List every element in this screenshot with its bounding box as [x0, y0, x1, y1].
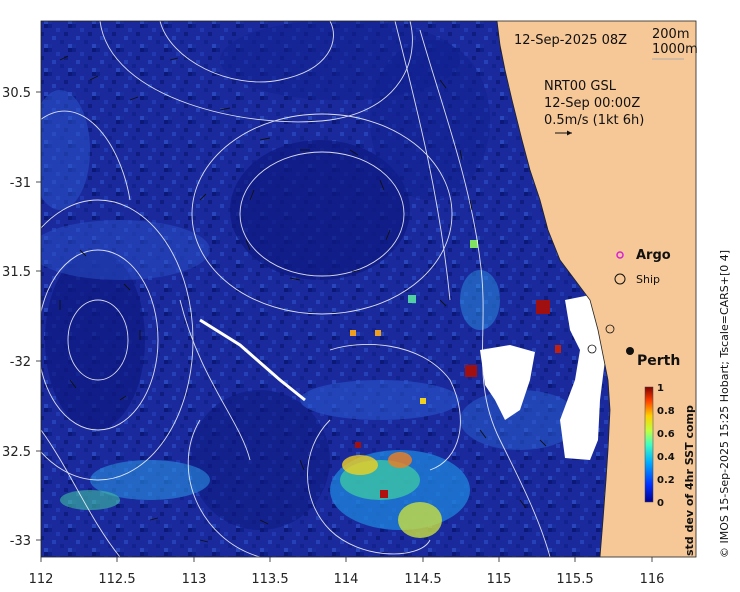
y-tick-label: 32.5	[2, 445, 31, 460]
x-tick-label: 115	[487, 572, 512, 587]
x-tick-label: 113.5	[251, 572, 288, 587]
sst-patch	[41, 220, 210, 280]
sst-hotspot	[375, 330, 381, 336]
colorbar	[644, 386, 654, 503]
x-tick-label: 112.5	[98, 572, 135, 587]
sst-hotspot	[536, 300, 550, 314]
x-tick-label: 114	[334, 572, 359, 587]
y-tick-label: 31.5	[2, 265, 31, 280]
eddy-dark	[220, 21, 460, 100]
cloud-mask	[560, 295, 610, 460]
x-tick-label: 114.5	[404, 572, 441, 587]
colorbar-tick: 0	[657, 498, 664, 509]
eddy-dark	[230, 140, 410, 280]
y-tick-marks	[36, 91, 41, 541]
colorbar-tick: 0.4	[657, 452, 675, 463]
y-tick-label: 30.5	[2, 86, 31, 101]
current-vectors	[59, 55, 547, 543]
sst-patch	[60, 490, 120, 510]
credit-text: © IMOS 15-Sep-2025 15:25 Hobart; Tscale=…	[718, 250, 731, 558]
sst-patch	[460, 270, 500, 330]
ship-legend-label: Ship	[636, 273, 660, 286]
date-stamp: 12-Sep-2025 08Z	[514, 33, 627, 48]
x-tick-label: 115.5	[556, 572, 593, 587]
y-tick-label: -31	[10, 176, 31, 191]
ssh-contours	[41, 21, 551, 557]
ship-marker-icon	[614, 273, 626, 285]
colorbar-tick: 0.2	[657, 475, 675, 486]
x-tick-label: 116	[640, 572, 665, 587]
argo-legend-label: Argo	[636, 248, 671, 263]
y-tick-label: -33	[10, 534, 31, 549]
sst-hotspot	[355, 442, 361, 448]
colorbar-label: std dev of 4hr SST comp	[683, 405, 696, 556]
sst-patch	[41, 90, 90, 210]
ship-marker-icon	[605, 324, 615, 334]
perth-label: Perth	[637, 353, 680, 369]
x-tick-label: 112	[29, 572, 54, 587]
current-scale-arrowhead	[567, 130, 572, 136]
cloud-mask	[480, 345, 535, 420]
sst-patch	[90, 460, 210, 500]
x-tick-label: 113	[182, 572, 207, 587]
current-scale: 0.5m/s (1kt 6h)	[544, 113, 644, 128]
cloud-streak	[199, 318, 306, 402]
sst-hotspot	[408, 295, 416, 303]
x-tick-marks	[40, 557, 653, 562]
coastline	[496, 21, 611, 557]
plot-frame	[40, 20, 697, 558]
sst-hotspot	[398, 502, 442, 538]
colorbar-tick: 0.6	[657, 429, 675, 440]
sst-hotspot	[342, 455, 378, 475]
sst-hotspot	[555, 345, 561, 353]
eddy-dark	[45, 250, 145, 430]
eddy-dark	[190, 390, 330, 530]
sst-hotspot	[380, 490, 388, 498]
y-tick-labels: 30.5 -31 31.5 -32 32.5 -33	[2, 86, 31, 549]
sst-hotspot	[420, 398, 426, 404]
sst-hotspot	[350, 330, 356, 336]
y-tick-label: -32	[10, 355, 31, 370]
colorbar-tick: 0.8	[657, 406, 675, 417]
sst-patch	[460, 390, 580, 450]
sst-patch	[300, 380, 460, 420]
colorbar-tick: 1	[657, 383, 664, 394]
contour-legend-1000m: 1000m	[652, 42, 698, 57]
perth-dot-icon	[626, 347, 634, 355]
argo-marker-icon	[616, 251, 624, 259]
sst-hotspot	[470, 240, 478, 248]
colorbar-tick-labels: 0 0.2 0.4 0.6 0.8 1	[657, 383, 675, 509]
sst-hotspot	[388, 452, 412, 468]
plot-area	[41, 21, 696, 557]
sst-hotspot	[465, 365, 477, 377]
current-product: NRT00 GSL	[544, 79, 617, 94]
contour-legend-200m: 200m	[652, 27, 689, 42]
ship-marker-icon	[587, 344, 597, 354]
x-tick-labels: 112 112.5 113 113.5 114 114.5 115 115.5 …	[29, 572, 665, 587]
current-time: 12-Sep 00:00Z	[544, 96, 640, 111]
